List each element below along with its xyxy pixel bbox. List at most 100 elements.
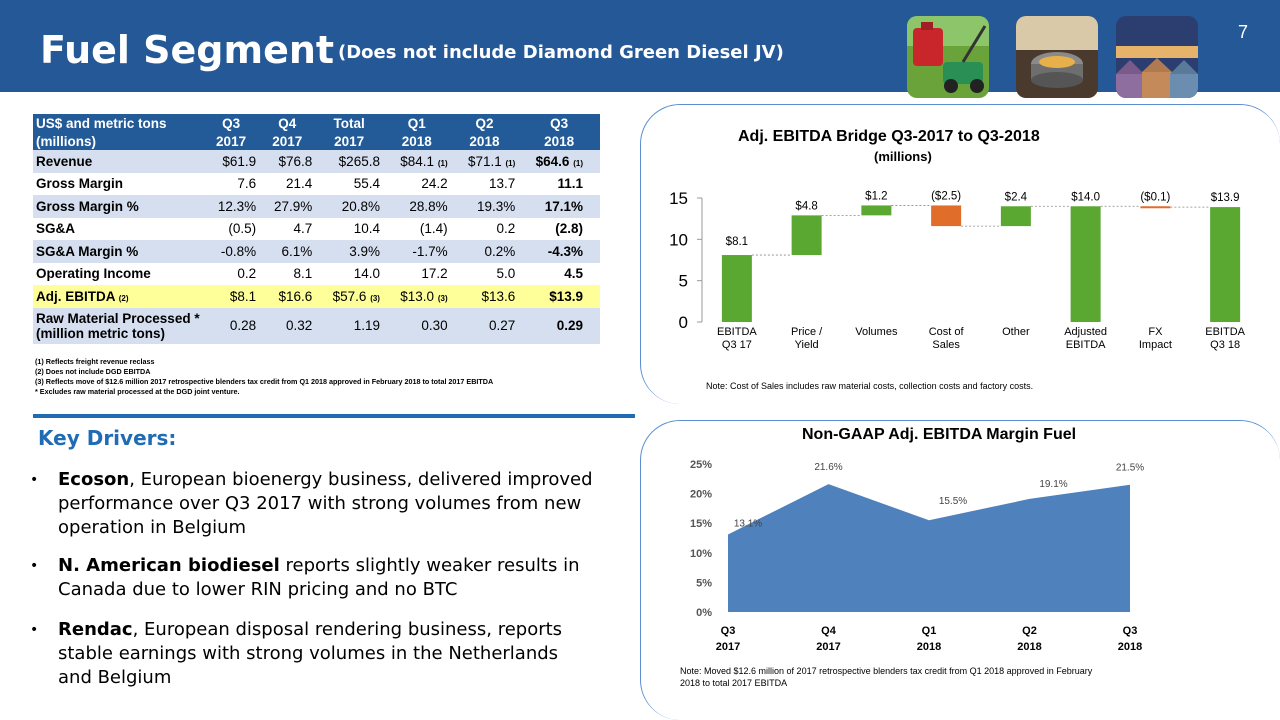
table-header-cell: 2018 (382, 132, 451, 150)
cell-value: 24.2 (421, 176, 448, 192)
cell-value: $71.1 (467, 153, 502, 169)
driver-text: , European bioenergy business, delivered… (129, 469, 593, 490)
cell-value: $16.6 (278, 288, 313, 304)
table-row: Gross Margin % 12.3% 27.9% 20.8% 28.8% 19.3% 1… (33, 195, 600, 218)
table-cell: 27.9% (259, 195, 316, 218)
area-data-label: 19.1% (1039, 479, 1067, 490)
x-tick-label: Cost of (929, 326, 965, 338)
bullet-dot: • (30, 558, 39, 574)
footnote: (1) Reflects freight revenue reclass (35, 357, 155, 366)
driver-bold: N. American biodiesel (58, 555, 280, 576)
cell-value: 0.28 (229, 318, 257, 333)
row-label: Adj. EBITDA (2) (33, 285, 203, 308)
x-tick-label: Sales (932, 339, 960, 351)
driver-bold: Ecoson (58, 469, 130, 490)
cell-value: 17.2 (421, 266, 448, 282)
table-cell: 17.1% (518, 195, 586, 218)
driver-text: stable earnings with strong volumes in t… (58, 643, 559, 664)
table-row: Revenue $61.9 $76.8 $265.8 $84.1 (1) $71.1 (1… (33, 150, 600, 173)
table-cell: 4.7 (259, 218, 315, 241)
driver-bold: Rendac (58, 619, 133, 640)
table-cell: 14.0 (315, 263, 383, 286)
table-cell-spacer (586, 263, 600, 286)
key-drivers-title: Key Drivers: (38, 426, 177, 450)
x-tick-label: EBITDA (1066, 339, 1106, 351)
table-header-cell: Q4 (259, 114, 316, 132)
cell-value: $64.6 (535, 153, 570, 169)
table-cell: 0.2 (451, 218, 519, 241)
area-data-label: 21.6% (814, 462, 842, 473)
waterfall-bar (1000, 206, 1031, 227)
cell-note: (1) (437, 158, 448, 168)
cell-note: (1) (505, 158, 516, 168)
table-header-cell: 2017 (315, 132, 383, 150)
cell-value: 0.2 (496, 221, 516, 237)
table-cell: (2.8) (518, 218, 586, 241)
cell-value: 0.30 (421, 318, 448, 333)
cell-value: 14.0 (353, 266, 380, 282)
note-line: 2018 to total 2017 EBITDA (680, 678, 788, 688)
table-cell: 7.6 (203, 173, 259, 196)
row-label: SG&A Margin % (33, 240, 203, 263)
table-header-cell: 2018 (450, 132, 519, 150)
table-cell-spacer (586, 240, 600, 263)
driver-text: Canada due to lower RIN pricing and no B… (58, 579, 458, 600)
table-cell: 5.0 (451, 263, 519, 286)
bar-data-label: ($2.5) (931, 190, 961, 202)
table-header-cell: 2018 (518, 132, 600, 150)
table-cell: 0.28 (203, 307, 260, 344)
table-cell-spacer (586, 285, 600, 308)
cell-value: 0.32 (286, 318, 313, 333)
row-label-text: SG&A Margin % (36, 243, 139, 259)
table-cell: 21.4 (259, 173, 315, 196)
table-cell: 11.1 (518, 173, 586, 196)
bar-data-label: $13.9 (1211, 192, 1240, 204)
cell-value: 3.9% (349, 243, 380, 259)
table-cell: 55.4 (315, 173, 383, 196)
waterfall-bar (1140, 206, 1171, 209)
table-cell: 10.4 (315, 218, 383, 241)
waterfall-bar (721, 255, 752, 322)
cell-value: 11.1 (557, 176, 583, 192)
table-header-cell: Total (315, 114, 383, 132)
cell-value: 4.7 (293, 221, 313, 237)
table-cell: 0.30 (382, 307, 451, 344)
bridge-chart-panel (640, 104, 1280, 404)
bar-data-label: $8.1 (726, 236, 748, 248)
cell-note: (1) (573, 158, 583, 168)
cell-value: 0.27 (489, 318, 516, 333)
cell-value: (2.8) (555, 221, 583, 237)
table-cell: (1.4) (383, 218, 451, 241)
cell-value: $8.1 (229, 288, 257, 304)
x-tick-label: 2018 (1118, 641, 1142, 653)
table-cell: -1.7% (382, 240, 451, 263)
driver-bullet: • N. American biodiesel reports slightly… (30, 554, 610, 602)
cell-value: 28.8% (409, 198, 448, 214)
cell-value: -4.3% (547, 243, 583, 259)
row-label: Gross Margin (33, 173, 203, 196)
table-cell: $13.9 (518, 285, 586, 308)
table-header-cell: Q3 (518, 114, 600, 132)
x-tick-label: Q4 (821, 625, 837, 637)
row-label: SG&A (33, 218, 203, 241)
cell-value: 5.0 (496, 266, 516, 282)
x-tick-label: Q3 17 (722, 339, 752, 351)
bar-data-label: $14.0 (1071, 191, 1100, 203)
x-tick-label: Q1 (922, 625, 937, 637)
cell-value: 12.3% (217, 198, 257, 214)
bar-data-label: $4.8 (795, 200, 817, 212)
margin-chart-title: Non-GAAP Adj. EBITDA Margin Fuel (802, 426, 1077, 443)
margin-chart: 0% 5% 10% 15% 20% 25% 13.1% Q3 2017 21.6% Q4 2017 15… (690, 459, 1144, 653)
cell-value: 19.3% (477, 198, 516, 214)
driver-text: and Belgium (58, 667, 172, 688)
y-tick-label: 25% (690, 459, 712, 471)
bullet-dot: • (30, 622, 39, 638)
cell-value: 0.2 (237, 266, 257, 282)
x-tick-label: Yield (795, 339, 819, 351)
cell-value: $84.1 (400, 153, 435, 169)
x-tick-label: FX (1148, 326, 1163, 338)
table-header-row: US$ and metric tons Q3 Q4 Total Q1 Q2 Q3 (33, 114, 600, 132)
row-label-note: (2) (118, 293, 129, 303)
x-tick-label: Adjusted (1064, 326, 1107, 338)
y-tick-label: 15 (669, 189, 688, 208)
